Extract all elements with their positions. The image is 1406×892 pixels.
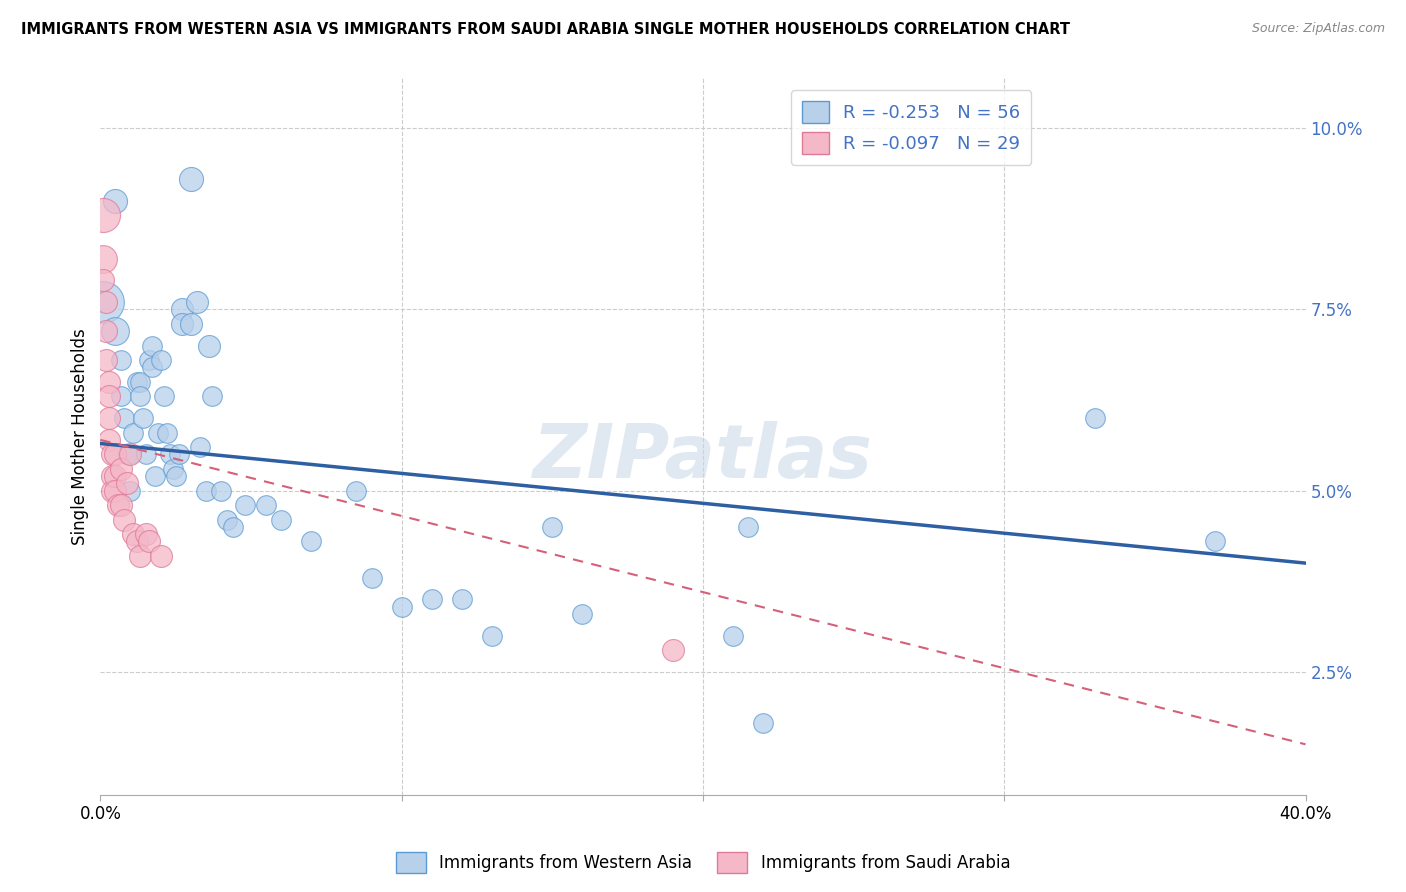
Point [128,389,150,403]
Point [131,411,153,425]
Point [180,317,202,331]
Point [98,433,121,447]
Point [141,338,163,352]
Point [101,469,124,483]
Point [93,273,115,287]
Point [451,592,474,607]
Point [159,447,181,461]
Point [254,498,277,512]
Point [180,172,202,186]
Point [752,715,775,730]
Point [117,447,139,461]
Point [194,483,217,498]
Point [391,599,413,614]
Point [104,469,127,483]
Point [104,483,127,498]
Text: Source: ZipAtlas.com: Source: ZipAtlas.com [1251,22,1385,36]
Point [721,629,744,643]
Legend: Immigrants from Western Asia, Immigrants from Saudi Arabia: Immigrants from Western Asia, Immigrants… [389,846,1017,880]
Point [141,360,163,375]
Point [120,447,142,461]
Point [346,483,368,498]
Point [233,498,256,512]
Point [101,447,124,461]
Point [107,498,129,512]
Point [222,520,245,534]
Point [104,324,127,338]
Point [96,324,118,338]
Point [201,389,224,403]
Point [662,643,685,657]
Point [96,295,118,310]
Point [167,447,190,461]
Point [170,317,193,331]
Point [117,476,139,491]
Point [138,534,160,549]
Point [98,375,121,389]
Point [143,469,166,483]
Point [110,462,132,476]
Point [209,483,232,498]
Point [420,592,443,607]
Point [198,338,221,352]
Point [120,447,142,461]
Point [135,447,157,461]
Point [149,353,172,368]
Point [98,411,121,425]
Point [152,389,174,403]
Point [138,353,160,368]
Point [93,208,115,222]
Point [114,513,136,527]
Point [122,527,145,541]
Point [135,527,157,541]
Point [165,469,187,483]
Point [104,194,127,208]
Point [104,447,127,461]
Point [737,520,759,534]
Point [96,353,118,368]
Point [149,549,172,563]
Point [186,295,208,310]
Point [98,389,121,403]
Point [270,513,292,527]
Point [110,353,132,368]
Point [481,629,503,643]
Point [110,389,132,403]
Point [122,425,145,440]
Point [101,483,124,498]
Point [156,425,179,440]
Text: ZIPatlas: ZIPatlas [533,421,873,494]
Point [162,462,184,476]
Point [128,375,150,389]
Text: IMMIGRANTS FROM WESTERN ASIA VS IMMIGRANTS FROM SAUDI ARABIA SINGLE MOTHER HOUSE: IMMIGRANTS FROM WESTERN ASIA VS IMMIGRAN… [21,22,1070,37]
Point [110,498,132,512]
Point [93,252,115,266]
Point [541,520,564,534]
Point [125,375,148,389]
Point [299,534,322,549]
Point [170,302,193,317]
Point [360,571,382,585]
Point [571,607,593,621]
Y-axis label: Single Mother Households: Single Mother Households [72,328,89,545]
Point [1084,411,1107,425]
Point [128,549,150,563]
Legend: R = -0.253   N = 56, R = -0.097   N = 29: R = -0.253 N = 56, R = -0.097 N = 29 [792,90,1032,165]
Point [120,483,142,498]
Point [93,295,115,310]
Point [146,425,169,440]
Point [188,440,211,454]
Point [1204,534,1226,549]
Point [114,411,136,425]
Point [125,534,148,549]
Point [215,513,238,527]
